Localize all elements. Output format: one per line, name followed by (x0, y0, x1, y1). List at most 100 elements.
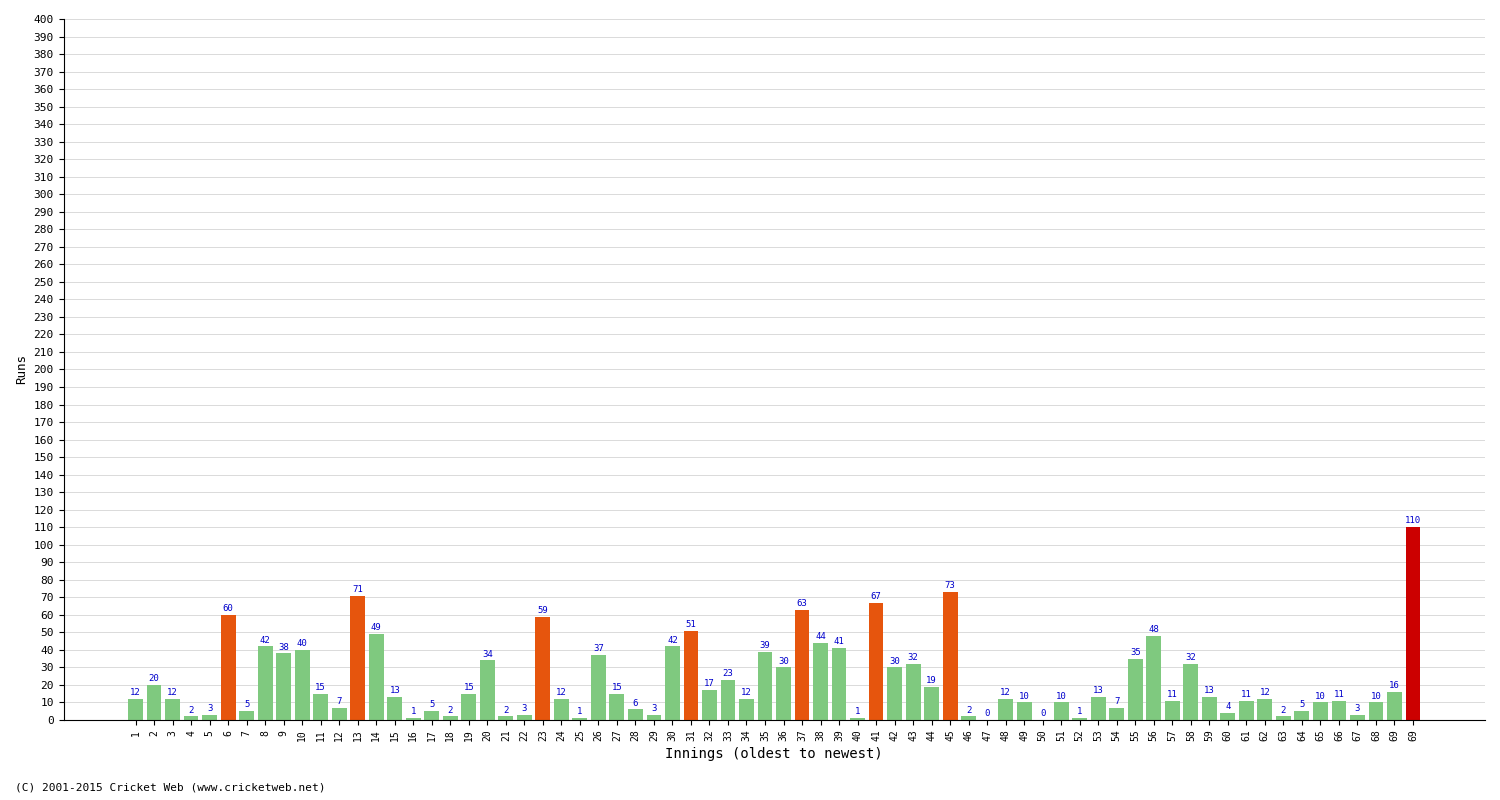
Bar (1350, 714, 1365, 720)
Bar (296, 650, 309, 720)
Text: 12: 12 (1260, 688, 1270, 697)
Bar (573, 718, 588, 720)
Bar (498, 717, 513, 720)
Text: 2: 2 (1281, 706, 1286, 714)
Text: 13: 13 (390, 686, 400, 695)
Text: 7: 7 (336, 697, 342, 706)
Text: 3: 3 (207, 704, 213, 713)
Text: 13: 13 (1094, 686, 1104, 695)
Text: 12: 12 (741, 688, 752, 697)
Bar (1054, 702, 1068, 720)
Bar (1184, 664, 1198, 720)
Bar (999, 699, 1012, 720)
Text: 7: 7 (1114, 697, 1119, 706)
Text: 49: 49 (370, 623, 381, 632)
Bar (1202, 697, 1216, 720)
Text: 1: 1 (411, 707, 416, 717)
Bar (1332, 701, 1347, 720)
Text: 12: 12 (556, 688, 567, 697)
Text: 15: 15 (315, 683, 326, 692)
Text: 15: 15 (612, 683, 622, 692)
Bar (1406, 527, 1420, 720)
Bar (813, 643, 828, 720)
Text: 3: 3 (651, 704, 657, 713)
Text: 30: 30 (890, 657, 900, 666)
Text: 30: 30 (778, 657, 789, 666)
Bar (1017, 702, 1032, 720)
Text: 16: 16 (1389, 681, 1400, 690)
Text: 11: 11 (1240, 690, 1251, 699)
Bar (220, 615, 236, 720)
Text: 13: 13 (1204, 686, 1215, 695)
Bar (442, 717, 458, 720)
Bar (1239, 701, 1254, 720)
Text: 42: 42 (668, 636, 678, 645)
Bar (518, 714, 531, 720)
Bar (480, 660, 495, 720)
Text: 37: 37 (592, 644, 604, 654)
Text: 5: 5 (429, 701, 435, 710)
Text: 4: 4 (1226, 702, 1230, 711)
Bar (646, 714, 662, 720)
Text: 10: 10 (1316, 692, 1326, 701)
Text: 17: 17 (704, 679, 716, 689)
X-axis label: Innings (oldest to newest): Innings (oldest to newest) (666, 747, 884, 761)
Text: 12: 12 (130, 688, 141, 697)
Bar (369, 634, 384, 720)
Text: 41: 41 (834, 638, 844, 646)
Text: 44: 44 (815, 632, 827, 641)
Bar (165, 699, 180, 720)
Bar (942, 592, 957, 720)
Bar (886, 667, 902, 720)
Bar (406, 718, 420, 720)
Bar (868, 602, 883, 720)
Bar (850, 718, 865, 720)
Bar (591, 655, 606, 720)
Text: 48: 48 (1149, 625, 1160, 634)
Bar (758, 652, 772, 720)
Text: 20: 20 (148, 674, 159, 683)
Text: 12: 12 (1000, 688, 1011, 697)
Bar (776, 667, 790, 720)
Bar (1294, 711, 1310, 720)
Text: 15: 15 (464, 683, 474, 692)
Bar (740, 699, 754, 720)
Text: 32: 32 (908, 653, 918, 662)
Bar (1110, 708, 1124, 720)
Text: 0: 0 (1040, 710, 1046, 718)
Y-axis label: Runs: Runs (15, 354, 28, 385)
Bar (962, 717, 976, 720)
Text: (C) 2001-2015 Cricket Web (www.cricketweb.net): (C) 2001-2015 Cricket Web (www.cricketwe… (15, 782, 326, 792)
Text: 34: 34 (482, 650, 492, 658)
Text: 51: 51 (686, 620, 696, 629)
Text: 3: 3 (1354, 704, 1360, 713)
Bar (720, 680, 735, 720)
Bar (684, 630, 699, 720)
Text: 35: 35 (1130, 648, 1140, 657)
Text: 5: 5 (1299, 701, 1305, 710)
Bar (1166, 701, 1179, 720)
Text: 6: 6 (633, 698, 638, 708)
Text: 60: 60 (222, 604, 234, 613)
Bar (1090, 697, 1106, 720)
Text: 38: 38 (279, 642, 290, 652)
Text: 23: 23 (723, 669, 734, 678)
Bar (314, 694, 328, 720)
Text: 11: 11 (1334, 690, 1344, 699)
Text: 5: 5 (244, 701, 249, 710)
Text: 1: 1 (855, 707, 861, 717)
Bar (906, 664, 921, 720)
Text: 59: 59 (537, 606, 548, 615)
Text: 0: 0 (984, 710, 990, 718)
Text: 12: 12 (166, 688, 178, 697)
Bar (1257, 699, 1272, 720)
Text: 67: 67 (870, 592, 882, 601)
Bar (924, 686, 939, 720)
Text: 39: 39 (759, 641, 771, 650)
Bar (1368, 702, 1383, 720)
Bar (609, 694, 624, 720)
Text: 10: 10 (1056, 692, 1066, 701)
Bar (664, 646, 680, 720)
Bar (183, 717, 198, 720)
Text: 2: 2 (966, 706, 972, 714)
